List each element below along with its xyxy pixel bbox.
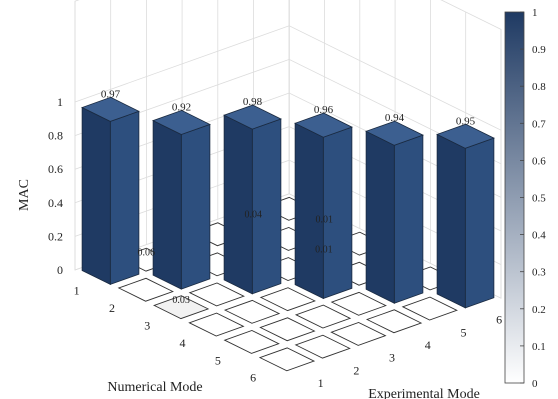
bar-top-face [436, 123, 495, 149]
colorbar-tick-label: 0.1 [532, 341, 546, 353]
experimental-mode-tick: 4 [425, 338, 431, 352]
floor-tile [330, 291, 387, 316]
floor-tile [223, 330, 280, 354]
z-tick-label: 0.8 [48, 129, 63, 143]
floor-tile [294, 304, 352, 329]
off-diagonal-value-label: 0.03 [172, 295, 190, 306]
floor-tile [259, 287, 316, 312]
bar-front-left-face [393, 134, 424, 304]
floor-tile [259, 317, 316, 342]
bar-top-face [223, 104, 282, 130]
off-diagonal-value-label: 0.01 [316, 214, 334, 225]
diagonal-value-label: 0.94 [385, 112, 405, 124]
diagonal-value-label: 0.96 [314, 104, 334, 116]
z-tick-label: 1 [57, 95, 63, 109]
z-tick-label: 0.4 [48, 196, 63, 210]
z-tick-label: 0 [57, 263, 63, 277]
bar-mode-2 [152, 109, 211, 290]
bar-front-right-face [294, 122, 324, 300]
bar-mode-1 [81, 96, 140, 286]
value-labels: 0.97 0.92 0.98 0.96 0.94 0.95 0.06 0.03 0.01 0.04… [101, 88, 476, 306]
off-diagonal-value-label: 0.04 [245, 210, 263, 221]
colorbar-tick-label: 0.3 [532, 267, 546, 279]
bars-group [81, 96, 495, 309]
diagonal-value-label: 0.95 [456, 115, 476, 127]
experimental-mode-tick: 1 [318, 376, 324, 390]
diagonal-value-label: 0.98 [243, 96, 263, 108]
experimental-mode-tick: 5 [460, 325, 466, 339]
bar-front-left-face [464, 137, 495, 309]
off-diagonal-value-label: 0.06 [137, 248, 155, 259]
bar-front-left-face [251, 118, 282, 295]
floor-tile [188, 312, 245, 337]
colorbar: 0 0.1 0.2 0.3 0.4 0.5 0.6 0.7 0.8 0.9 1 [504, 7, 546, 390]
floor-tile [294, 334, 351, 359]
colorbar-tick-label: 0.8 [532, 81, 546, 93]
numerical-mode-tick: 5 [215, 353, 221, 367]
off-diagonal-value-label: 0.01 [315, 244, 333, 255]
bar-mode-5 [365, 120, 424, 304]
colorbar-tick-label: 0.9 [532, 44, 546, 56]
floor-tile [365, 309, 423, 334]
floor-tile [258, 347, 316, 372]
numerical-mode-tick: 1 [74, 284, 80, 298]
floor-tile [401, 296, 458, 321]
bar-front-right-face [152, 119, 182, 290]
colorbar-tick-label: 0.2 [532, 304, 546, 316]
floor-tile [188, 282, 245, 307]
z-axis-label: MAC [17, 179, 32, 211]
bar-top-face [365, 120, 424, 146]
diagonal-value-label: 0.97 [101, 88, 121, 100]
bar-mode-6 [436, 123, 495, 309]
numerical-mode-tick: 4 [180, 336, 186, 350]
floor-tile [223, 299, 281, 324]
bar-front-right-face [81, 106, 111, 286]
floor-tile [152, 295, 210, 320]
x-axis-label: Numerical Mode [107, 380, 202, 395]
colorbar-tick-label: 1 [532, 7, 538, 19]
bar-mode-3 [223, 104, 282, 295]
floor-tile [330, 322, 387, 346]
numerical-mode-tick: 6 [250, 371, 256, 385]
bar-front-left-face [322, 126, 353, 300]
bar-top-face [294, 112, 353, 138]
colorbar-tick-label: 0.5 [532, 193, 546, 205]
experimental-mode-tick: 6 [496, 313, 502, 327]
bar-front-left-face [109, 110, 140, 285]
colorbar-tick-label: 0.4 [532, 230, 546, 242]
bar-front-right-face [365, 130, 395, 304]
experimental-mode-tick: 2 [353, 363, 359, 377]
colorbar-tick-label: 0.6 [532, 155, 546, 167]
bar-front-right-face [223, 114, 253, 295]
z-tick-label: 0.6 [48, 162, 63, 176]
y-axis-label: Experimental Mode [368, 387, 480, 399]
colorbar-tick-label: 0 [532, 378, 538, 390]
bar-mode-4 [294, 112, 353, 300]
z-tick-label: 0.2 [48, 229, 63, 243]
bar-front-right-face [436, 133, 466, 309]
diagonal-value-label: 0.92 [172, 101, 191, 113]
experimental-mode-tick: 3 [389, 351, 395, 365]
numerical-mode-tick: 3 [144, 319, 150, 333]
axis-ticks: 0 0.2 0.4 0.6 0.8 1 1 2 3 4 5 6 1 2 3 4 5 6 [48, 95, 502, 390]
colorbar-tick-label: 0.7 [532, 118, 546, 130]
bar-top-face [152, 109, 211, 135]
numerical-mode-tick: 2 [109, 301, 115, 315]
bar-front-left-face [180, 123, 211, 290]
bar-top-face [81, 96, 140, 122]
floor-tile [117, 277, 174, 302]
